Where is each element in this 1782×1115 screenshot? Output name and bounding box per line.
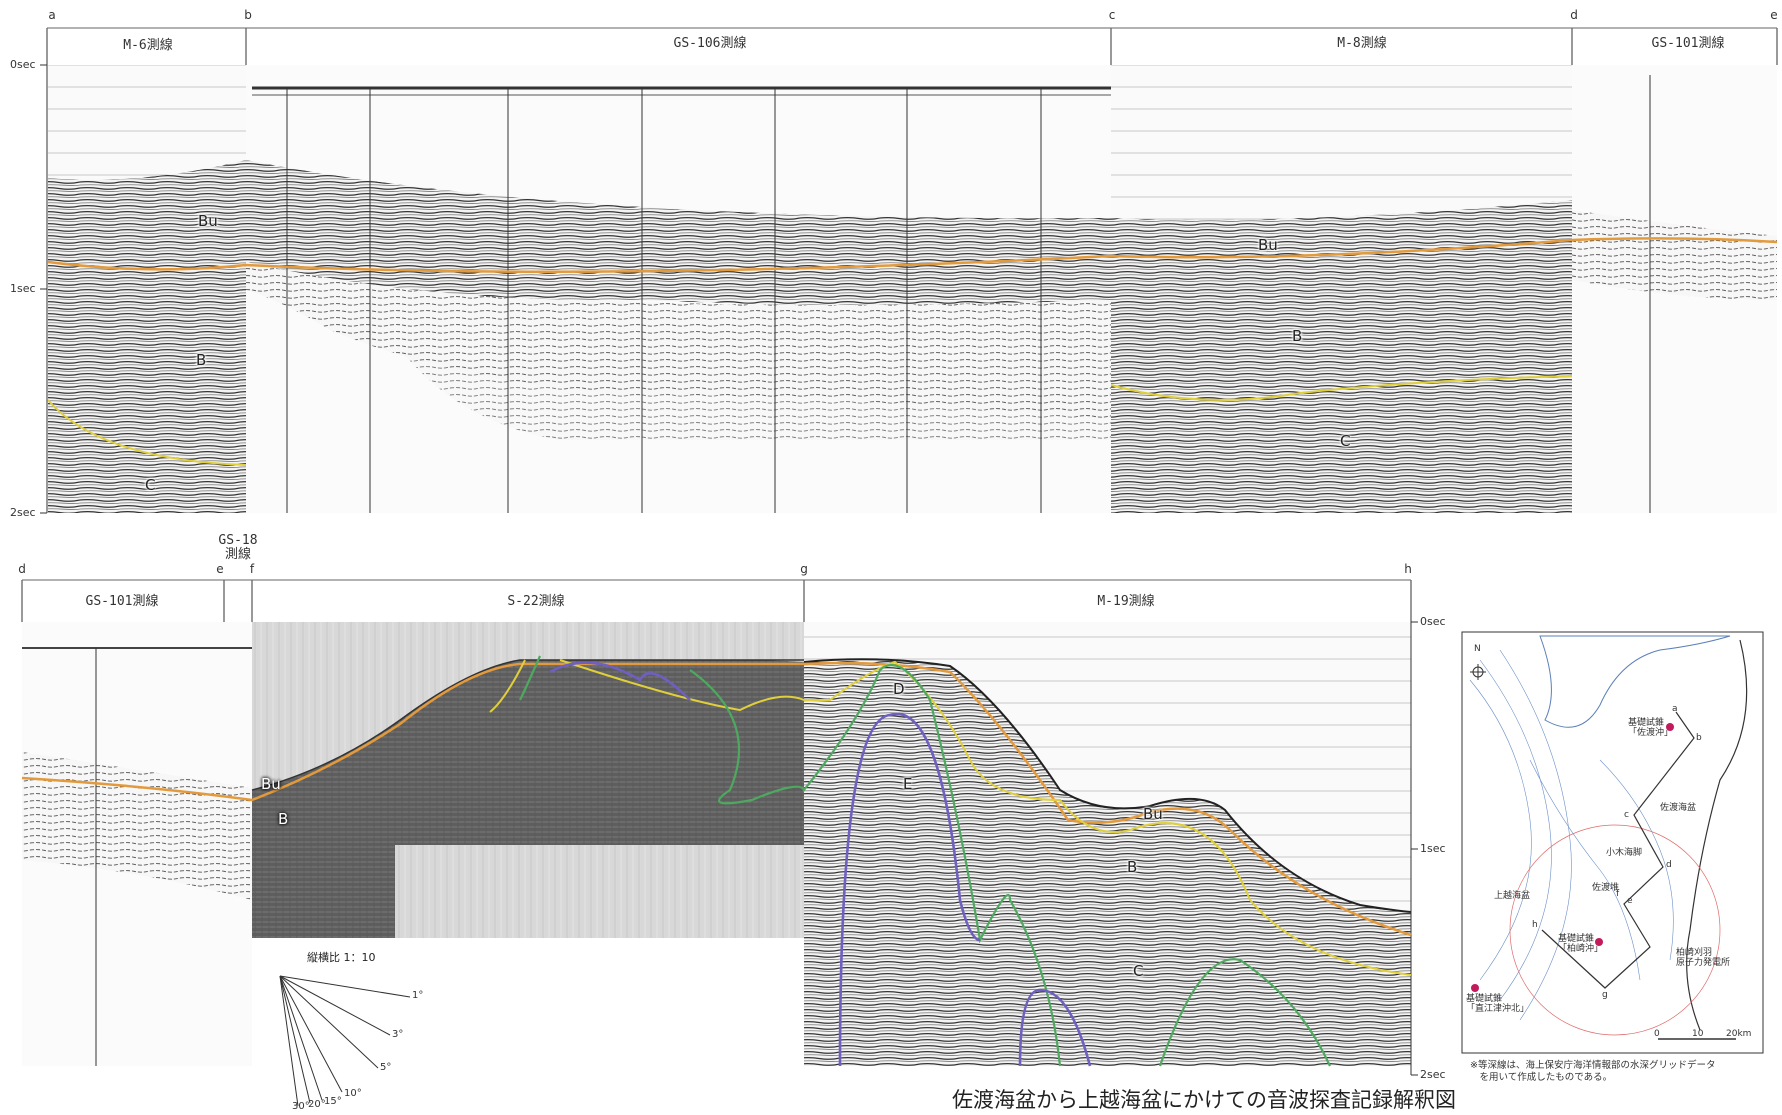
layer-b-m6: B	[196, 351, 207, 369]
location-map-graphics	[1461, 631, 1764, 1054]
map-point-h: h	[1532, 920, 1538, 930]
map-well-sado: 基礎試錐 「佐渡沖」	[1628, 718, 1674, 738]
map-well-kashiwazaki: 基礎試錐 「柏崎沖」	[1558, 934, 1604, 954]
angle-1deg: 1°	[412, 990, 424, 1001]
bottom-tick-0sec: 0sec	[1420, 615, 1446, 628]
map-scale-0: 0	[1654, 1029, 1660, 1039]
layer-e-m19: E	[903, 775, 913, 793]
map-north-label: N	[1474, 644, 1481, 654]
point-d: d	[1570, 8, 1578, 22]
angle-3deg: 3°	[392, 1029, 404, 1040]
map-point-c: c	[1624, 810, 1629, 820]
point-f: f	[249, 562, 255, 576]
map-point-e: e	[1627, 896, 1633, 906]
top-tick-2sec: 2sec	[10, 506, 36, 519]
layer-bu-m19: Bu	[1143, 805, 1163, 823]
title-m19: M-19測線	[1097, 594, 1155, 609]
title-m8: M-8測線	[1337, 36, 1387, 51]
horizon-bu-base-bottom	[21, 661, 1412, 937]
layer-b-m19: B	[1127, 858, 1138, 876]
horizon-purple	[549, 661, 1092, 1067]
layer-d-m19: D	[893, 680, 905, 698]
point-g: g	[800, 562, 808, 576]
layer-bu-m8: Bu	[1258, 236, 1278, 254]
map-sado-bank: 佐渡堆	[1592, 883, 1620, 893]
point-e: e	[1770, 8, 1778, 22]
bottom-tick-1sec: 1sec	[1420, 842, 1446, 855]
title-s22: S-22測線	[507, 594, 565, 609]
layer-b-m8: B	[1292, 327, 1303, 345]
map-sado-basin: 佐渡海盆	[1660, 803, 1697, 813]
map-joetsu-basin: 上越海盆	[1494, 891, 1531, 901]
layer-b-s22: B	[278, 810, 289, 828]
map-point-f: f	[1616, 889, 1620, 899]
title-m6: M-6測線	[123, 38, 173, 53]
top-tick-1sec: 1sec	[10, 282, 36, 295]
bottom-tick-2sec: 2sec	[1420, 1068, 1446, 1081]
angle-15deg: 15°	[324, 1096, 342, 1107]
layer-c-m19: C	[1133, 962, 1144, 980]
map-npp-label: 柏崎刈羽 原子力発電所	[1676, 948, 1731, 968]
map-scale-20km: 20km	[1726, 1029, 1752, 1039]
aspect-ratio-fan	[279, 975, 411, 1107]
map-point-b: b	[1696, 733, 1702, 743]
point-h: h	[1404, 562, 1412, 576]
layer-c-m8: C	[1340, 432, 1351, 450]
point-a: a	[48, 8, 56, 22]
top-tick-0sec: 0sec	[10, 58, 36, 71]
angle-10deg: 10°	[344, 1088, 362, 1099]
point-e-bottom: e	[216, 562, 224, 576]
bottom-row	[21, 579, 1418, 1107]
horizon-b-base-m6	[47, 399, 247, 466]
map-point-a: a	[1672, 704, 1678, 714]
point-d-bottom: d	[18, 562, 26, 576]
horizon-b-base-bottom	[489, 659, 1412, 976]
map-scale-10: 10	[1692, 1029, 1704, 1039]
map-point-d: d	[1666, 860, 1672, 870]
top-row	[40, 27, 1778, 514]
horizon-b-base-m8	[1110, 375, 1573, 401]
angle-30deg: 30°	[292, 1101, 310, 1112]
figure-caption: 佐渡海盆から上越海盆にかけての音波探査記録解釈図	[952, 1088, 1456, 1112]
horizon-green	[519, 655, 1332, 1067]
layer-c-m6: C	[145, 476, 156, 494]
title-gs106: GS-106測線	[673, 36, 747, 51]
layer-bu-m6: Bu	[198, 212, 218, 230]
map-ogi-spur: 小木海脚	[1606, 848, 1643, 858]
horizon-bu-base-top	[47, 237, 1778, 273]
title-gs101-bottom: GS-101測線	[85, 594, 159, 609]
angle-20deg: 20°	[308, 1099, 326, 1110]
title-gs18: GS-18 測線	[218, 533, 258, 562]
map-footnote: ※等深線は、海上保安庁海洋情報部の水深グリッドデータ を用いて作成したものである…	[1470, 1060, 1716, 1083]
title-gs101-top: GS-101測線	[1651, 36, 1725, 51]
layer-bu-s22: Bu	[261, 775, 281, 793]
map-point-g: g	[1602, 990, 1608, 1000]
map-well-naoetsu: 基礎試錐 「直江津沖北」	[1466, 994, 1530, 1014]
aspect-ratio-label: 縦横比 1：10	[307, 951, 376, 964]
point-b: b	[244, 8, 252, 22]
angle-5deg: 5°	[380, 1062, 392, 1073]
point-c: c	[1108, 8, 1116, 22]
